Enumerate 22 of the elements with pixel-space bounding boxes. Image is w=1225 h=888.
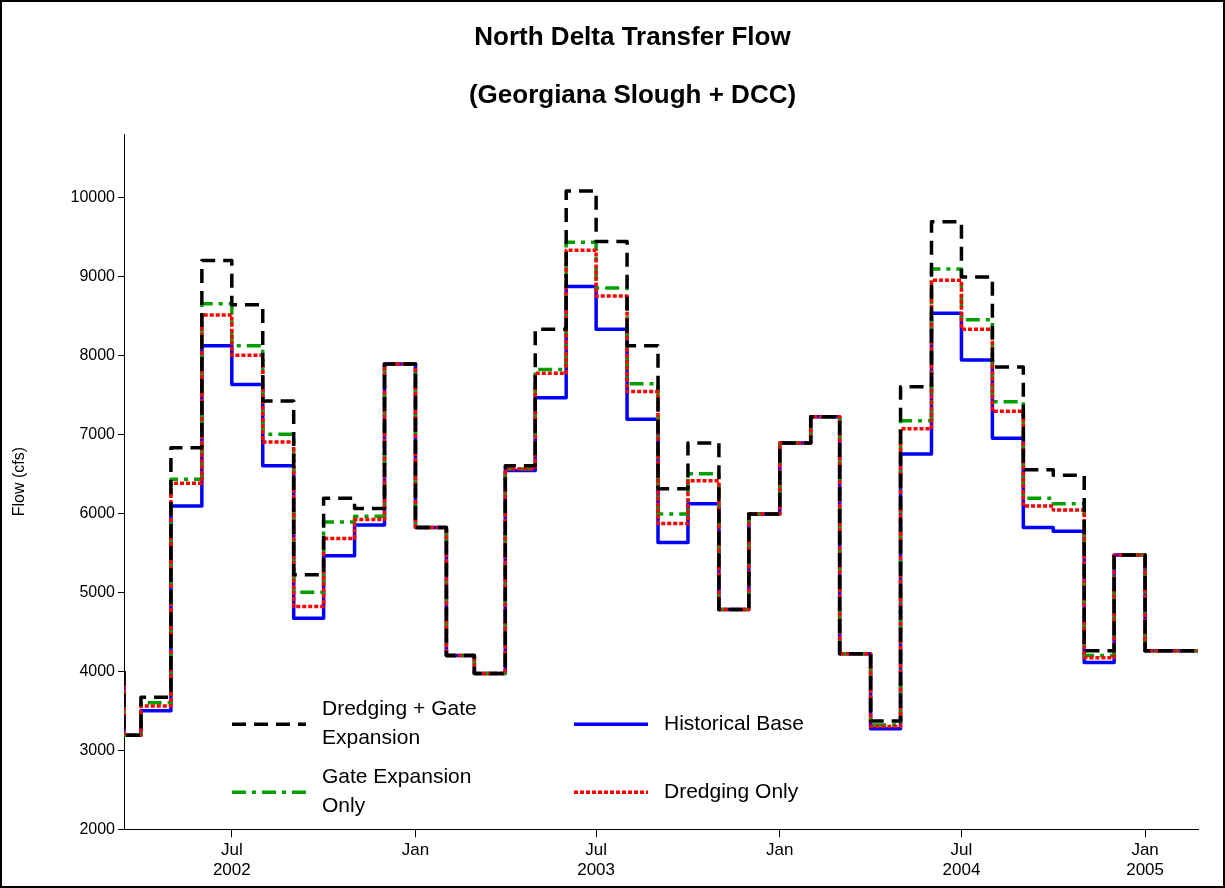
x-tick-label: Jan: [766, 840, 794, 860]
y-tick-label: 10000: [70, 187, 116, 205]
x-tick-label: Jul 2003: [577, 840, 616, 880]
x-tick-label: Jul 2004: [942, 840, 981, 880]
y-axis-title: Flow (cfs): [10, 446, 28, 517]
legend-label: Historical Base: [664, 711, 805, 734]
y-tick-label: 9000: [79, 266, 116, 284]
y-tick-label: 7000: [79, 424, 116, 442]
y-tick-label: 3000: [79, 740, 116, 758]
y-tick-label: 2000: [79, 819, 116, 837]
legend-label: Dredging Only: [664, 779, 799, 802]
y-tick-label: 8000: [79, 345, 116, 363]
chart-subtitle: (Georgiana Slough + DCC): [468, 79, 797, 110]
y-tick-label: 4000: [79, 661, 116, 679]
y-tick-label: 5000: [79, 582, 116, 600]
x-tick-label: Jan: [401, 840, 430, 860]
x-tick-label: Jul 2002: [212, 840, 251, 880]
chart-title: North Delta Transfer Flow: [474, 21, 792, 52]
y-tick-label: 6000: [79, 503, 116, 521]
legend-label: Dredging + Gate Expansion: [322, 696, 477, 749]
legend-label: Gate Expansion Only: [322, 764, 472, 817]
x-tick-label: Jan 2005: [1126, 840, 1165, 880]
